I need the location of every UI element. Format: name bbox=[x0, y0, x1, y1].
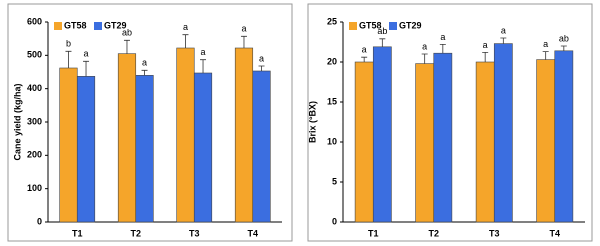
significance-letter: a bbox=[241, 24, 246, 34]
significance-letter: a bbox=[201, 47, 206, 57]
bar bbox=[536, 59, 556, 223]
y-tick-label: 20 bbox=[327, 56, 337, 66]
significance-letter: a bbox=[84, 49, 89, 59]
error-bar bbox=[83, 60, 90, 77]
y-tick-label: 300 bbox=[27, 116, 42, 126]
bar bbox=[493, 43, 513, 223]
bar bbox=[234, 47, 254, 223]
y-tick-label: 0 bbox=[332, 216, 337, 226]
significance-letter: ab bbox=[122, 28, 132, 38]
significance-letter: a bbox=[440, 32, 445, 42]
bar bbox=[554, 50, 574, 223]
y-tick-label: 25 bbox=[327, 16, 337, 26]
significance-letter: a bbox=[362, 45, 367, 55]
error-bar bbox=[439, 44, 446, 54]
x-tick-label: T2 bbox=[130, 228, 141, 238]
x-tick-label: T2 bbox=[428, 228, 439, 238]
bar bbox=[415, 63, 435, 223]
error-bar bbox=[240, 35, 247, 48]
bar bbox=[135, 75, 154, 223]
x-tick-label: T4 bbox=[247, 228, 258, 238]
significance-letter: ab bbox=[559, 33, 569, 43]
y-tick-label: 500 bbox=[27, 50, 42, 60]
bar bbox=[76, 76, 96, 223]
x-tick-label: T3 bbox=[489, 228, 500, 238]
legend-label: GT58 bbox=[359, 20, 382, 30]
error-bar bbox=[421, 53, 428, 64]
legend-swatch bbox=[94, 22, 102, 30]
error-bar bbox=[141, 69, 148, 76]
error-bar bbox=[482, 52, 489, 62]
x-tick-label: T1 bbox=[368, 228, 379, 238]
significance-letter: ab bbox=[377, 26, 387, 36]
legend-swatch bbox=[349, 22, 357, 30]
legend-label: GT29 bbox=[399, 20, 422, 30]
bar bbox=[475, 61, 495, 223]
significance-letter: a bbox=[422, 41, 427, 51]
bar bbox=[117, 53, 137, 223]
panel-frame bbox=[7, 3, 293, 242]
legend-label: GT58 bbox=[64, 20, 87, 30]
bar bbox=[252, 70, 271, 223]
error-bar bbox=[500, 37, 507, 44]
y-tick-label: 10 bbox=[327, 136, 337, 146]
y-tick-label: 15 bbox=[327, 96, 337, 106]
y-tick-label: 200 bbox=[27, 150, 42, 160]
significance-letter: b bbox=[66, 39, 71, 49]
legend-swatch bbox=[54, 22, 62, 30]
error-bar bbox=[379, 38, 386, 47]
error-bar bbox=[65, 50, 72, 68]
significance-letter: a bbox=[183, 22, 188, 32]
bar bbox=[372, 46, 392, 223]
error-bar bbox=[542, 51, 549, 60]
x-tick-label: T1 bbox=[72, 228, 83, 238]
bar bbox=[176, 47, 195, 223]
legend-swatch bbox=[389, 22, 397, 30]
y-tick-label: 0 bbox=[37, 216, 42, 226]
y-axis-label: Brix (°BX) bbox=[307, 101, 317, 143]
error-bar bbox=[182, 34, 189, 48]
y-tick-label: 600 bbox=[27, 16, 42, 26]
significance-letter: a bbox=[501, 25, 506, 35]
error-bar bbox=[200, 59, 207, 73]
bar bbox=[354, 61, 374, 223]
bar bbox=[433, 52, 453, 223]
significance-letter: a bbox=[142, 58, 147, 68]
legend-label: GT29 bbox=[104, 20, 127, 30]
y-tick-label: 5 bbox=[332, 176, 337, 186]
x-tick-label: T4 bbox=[549, 228, 560, 238]
y-tick-label: 100 bbox=[27, 183, 42, 193]
significance-letter: a bbox=[259, 53, 264, 63]
y-axis-label: Cane yield (kg/ha) bbox=[12, 83, 22, 160]
panel-frame bbox=[307, 3, 593, 242]
x-tick-label: T3 bbox=[189, 228, 200, 238]
error-bar bbox=[361, 56, 368, 62]
significance-letter: a bbox=[483, 40, 488, 50]
error-bar bbox=[560, 45, 567, 51]
bar bbox=[193, 72, 213, 223]
error-bar bbox=[258, 65, 265, 71]
y-tick-label: 400 bbox=[27, 83, 42, 93]
significance-letter: a bbox=[543, 39, 548, 49]
bar bbox=[59, 67, 78, 223]
error-bar bbox=[123, 39, 130, 54]
